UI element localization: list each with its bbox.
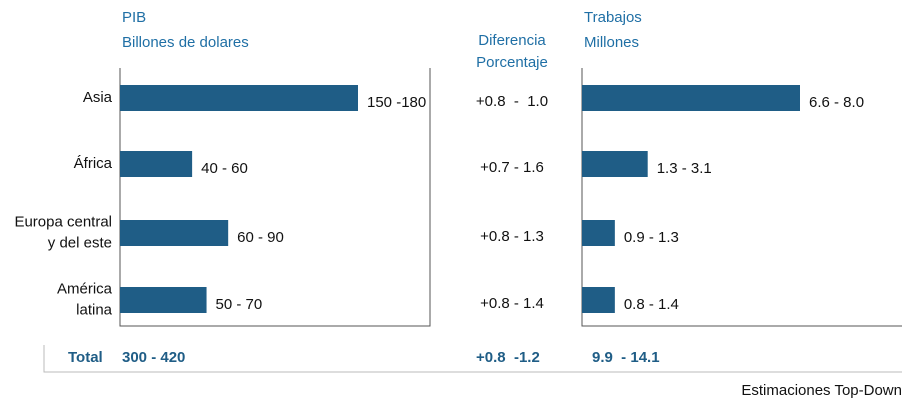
total-jobs: 9.9 - 14.1 [592, 349, 660, 366]
category-label: latina [76, 301, 113, 318]
gdp-title: PIB [122, 9, 146, 26]
bar [120, 220, 229, 246]
difference-value: +0.8 - 1.0 [476, 93, 548, 110]
category-label: y del este [48, 234, 112, 251]
bar [120, 85, 358, 111]
bar [582, 151, 648, 177]
total-frame [43, 345, 902, 373]
total-label: Total [68, 349, 103, 366]
difference-subtitle: Porcentaje [476, 54, 548, 71]
bar [120, 287, 207, 313]
total-gdp: 300 - 420 [122, 349, 185, 366]
note: Estimaciones Top-Down [741, 382, 902, 399]
value-label: 40 - 60 [201, 160, 248, 177]
jobs-title: Trabajos [584, 9, 642, 26]
value-label: 150 -180 [367, 94, 426, 111]
total-difference: +0.8 -1.2 [476, 349, 540, 366]
category-label: África [74, 155, 113, 172]
difference-value: +0.8 - 1.3 [480, 228, 544, 245]
category-label: Asia [83, 89, 113, 106]
value-label: 0.8 - 1.4 [624, 296, 679, 313]
value-label: 1.3 - 3.1 [657, 160, 712, 177]
value-label: 0.9 - 1.3 [624, 229, 679, 246]
bar [582, 287, 615, 313]
difference-value: +0.8 - 1.4 [480, 295, 544, 312]
bar [582, 85, 800, 111]
value-label: 6.6 - 8.0 [809, 94, 864, 111]
category-label: Europa central [14, 213, 112, 230]
gdp-panel [119, 68, 431, 327]
bar [582, 220, 615, 246]
difference-title: Diferencia [478, 32, 546, 49]
category-label: América [57, 280, 113, 297]
bar [120, 151, 193, 177]
value-label: 50 - 70 [216, 296, 263, 313]
jobs-subtitle: Millones [584, 34, 639, 51]
value-label: 60 - 90 [237, 229, 284, 246]
gdp-subtitle: Billones de dolares [122, 34, 249, 51]
difference-value: +0.7 - 1.6 [480, 159, 544, 176]
